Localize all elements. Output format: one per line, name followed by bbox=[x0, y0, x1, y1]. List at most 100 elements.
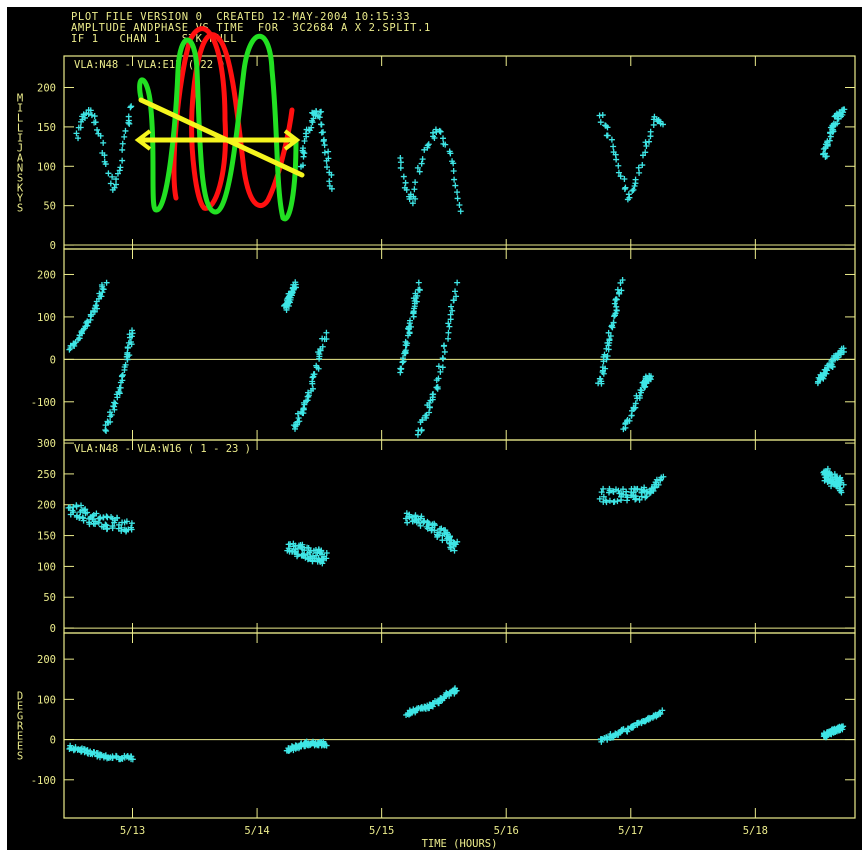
data-point bbox=[323, 329, 330, 336]
data-point bbox=[650, 121, 657, 128]
y-axis-label-char: E bbox=[17, 701, 23, 713]
data-point bbox=[598, 489, 605, 496]
data-point bbox=[412, 513, 419, 520]
data-point bbox=[421, 146, 428, 153]
data-point bbox=[642, 494, 649, 501]
data-point bbox=[320, 129, 327, 136]
data-point bbox=[80, 111, 87, 118]
data-point bbox=[424, 525, 431, 532]
data-point bbox=[603, 356, 610, 363]
data-point bbox=[606, 337, 613, 344]
data-point bbox=[112, 400, 119, 407]
data-point bbox=[78, 502, 85, 509]
data-point bbox=[85, 111, 92, 118]
data-point bbox=[304, 544, 311, 551]
data-point bbox=[419, 416, 426, 423]
data-point bbox=[457, 208, 464, 215]
data-point bbox=[619, 276, 626, 283]
data-point bbox=[402, 179, 409, 186]
data-point bbox=[70, 509, 77, 516]
x-axis-label: TIME (HOURS) bbox=[422, 838, 498, 850]
data-point bbox=[81, 114, 88, 121]
data-point bbox=[640, 152, 646, 159]
data-point bbox=[408, 323, 415, 330]
panel-frame-3 bbox=[63, 439, 856, 634]
data-point bbox=[597, 375, 604, 382]
data-point bbox=[113, 181, 120, 188]
data-point bbox=[620, 486, 627, 493]
data-point bbox=[613, 303, 620, 310]
data-point bbox=[103, 427, 110, 434]
y-axis-label-char: E bbox=[17, 741, 23, 753]
data-point bbox=[613, 296, 620, 303]
data-point bbox=[447, 150, 454, 157]
data-point bbox=[446, 540, 453, 547]
data-point bbox=[121, 133, 128, 140]
y-tick-label: 200 bbox=[37, 654, 56, 666]
data-point bbox=[75, 135, 82, 142]
data-point bbox=[454, 279, 461, 286]
data-point bbox=[80, 515, 87, 522]
data-point bbox=[88, 112, 95, 119]
data-point bbox=[311, 371, 318, 378]
data-point bbox=[397, 159, 404, 166]
data-point bbox=[128, 526, 135, 533]
data-point bbox=[114, 515, 121, 522]
data-point bbox=[114, 170, 121, 177]
data-point bbox=[323, 336, 330, 343]
data-point bbox=[613, 156, 620, 163]
data-point bbox=[429, 129, 436, 136]
y-axis-label-char: Y bbox=[17, 193, 24, 205]
data-point bbox=[92, 119, 99, 126]
data-point bbox=[321, 149, 328, 156]
x-tick-label: 5/17 bbox=[618, 825, 643, 837]
data-point bbox=[101, 152, 108, 159]
data-point bbox=[409, 200, 416, 207]
data-point bbox=[598, 380, 605, 387]
data-point bbox=[837, 349, 844, 356]
data-point bbox=[824, 478, 831, 485]
data-point bbox=[402, 338, 409, 345]
data-point bbox=[607, 333, 614, 340]
data-point bbox=[93, 302, 100, 309]
data-point bbox=[94, 750, 101, 757]
data-point bbox=[621, 185, 628, 192]
data-point bbox=[294, 410, 301, 417]
data-point bbox=[416, 168, 423, 175]
data-point bbox=[406, 320, 413, 327]
data-point bbox=[113, 176, 120, 183]
data-point bbox=[418, 513, 425, 520]
y-tick-label: 200 bbox=[37, 500, 56, 512]
data-point bbox=[647, 128, 654, 135]
data-point bbox=[431, 527, 438, 534]
data-point bbox=[100, 286, 107, 293]
y-axis-label-char: I bbox=[17, 103, 23, 115]
data-point bbox=[435, 363, 442, 370]
data-point bbox=[107, 409, 114, 416]
y-tick-label: 200 bbox=[37, 269, 56, 281]
data-point bbox=[309, 119, 316, 126]
data-point bbox=[111, 399, 118, 406]
x-tick-label: 5/18 bbox=[743, 825, 768, 837]
data-point bbox=[119, 372, 126, 379]
data-point bbox=[323, 555, 330, 562]
y-axis-label-char: S bbox=[17, 751, 23, 763]
data-point bbox=[313, 362, 320, 369]
data-point bbox=[822, 150, 829, 157]
data-point bbox=[632, 176, 639, 183]
data-point bbox=[435, 700, 442, 707]
y-tick-label: 200 bbox=[37, 83, 56, 95]
data-point bbox=[309, 374, 316, 381]
data-point bbox=[73, 130, 80, 137]
data-point bbox=[659, 707, 666, 714]
data-point bbox=[640, 487, 647, 494]
data-point bbox=[447, 533, 454, 540]
data-point bbox=[94, 126, 101, 133]
data-point bbox=[601, 351, 608, 358]
data-point bbox=[826, 137, 833, 144]
data-point bbox=[414, 164, 421, 171]
y-axis-label-char: E bbox=[17, 731, 23, 743]
data-point bbox=[302, 130, 309, 137]
panel-frame-2 bbox=[63, 248, 856, 441]
y-tick-label: -100 bbox=[31, 397, 56, 409]
